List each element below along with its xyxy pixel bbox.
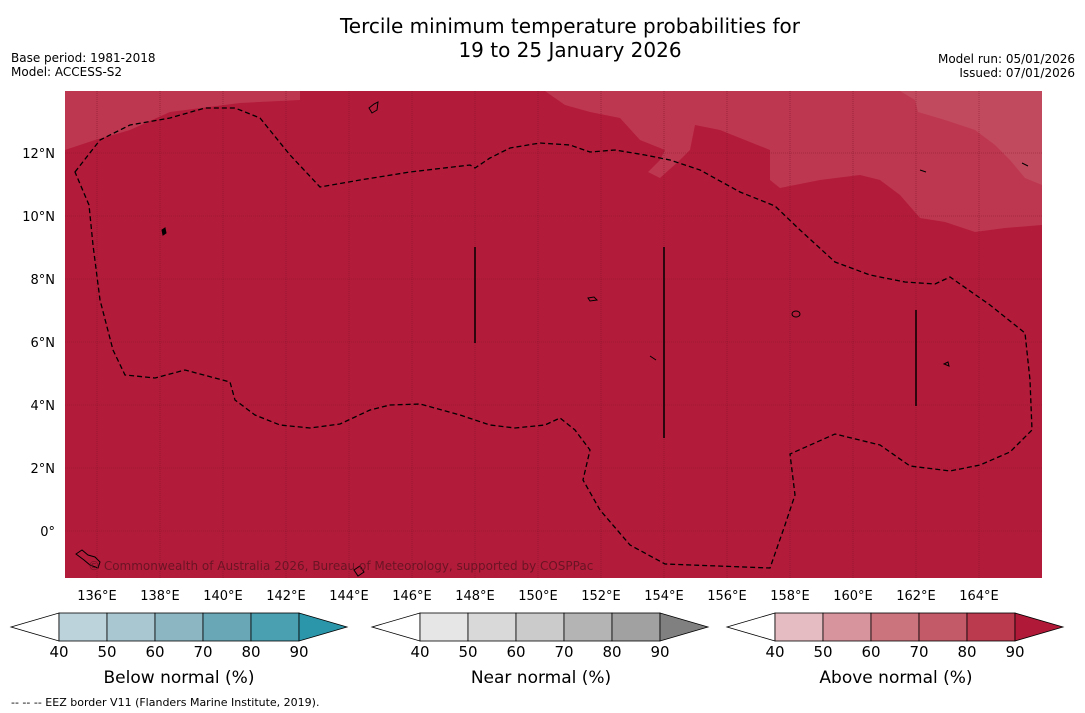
- lon-label: 140°E: [203, 589, 243, 604]
- lon-label: 138°E: [140, 589, 180, 604]
- colorbar-extend-low: [370, 612, 421, 642]
- lon-label: 156°E: [707, 589, 747, 604]
- lon-label: 158°E: [770, 589, 810, 604]
- colorbar-swatch: [515, 612, 565, 642]
- colorbar-tick-label: 40: [765, 643, 785, 661]
- colorbar-label-above: Above normal (%): [819, 668, 973, 688]
- lon-label: 136°E: [77, 589, 117, 604]
- map-area: © Commonwealth of Australia 2026, Bureau…: [65, 91, 1042, 578]
- colorbar-tick-label: 60: [506, 643, 526, 661]
- colorbar-swatch: [58, 612, 108, 642]
- colorbar-tick-label: 50: [97, 643, 117, 661]
- map-credit: © Commonwealth of Australia 2026, Bureau…: [88, 559, 593, 573]
- colorbar-tick-label: 60: [145, 643, 165, 661]
- longitude-labels: 136°E 138°E 140°E 142°E 144°E 146°E 148°E 150°E…: [77, 589, 999, 604]
- colorbar-swatch: [611, 612, 661, 642]
- colorbar-label-below: Below normal (%): [103, 668, 255, 688]
- colorbar-swatch: [419, 612, 469, 642]
- probability-fill-light-east: [545, 91, 1042, 232]
- colorbar-swatch: [250, 612, 300, 642]
- meta-left: Base period: 1981-2018 Model: ACCESS-S2: [11, 51, 156, 79]
- probability-fill-lighter-east: [900, 91, 1042, 185]
- lat-label: 4°N: [31, 399, 56, 414]
- colorbar-swatch: [774, 612, 824, 642]
- colorbar-tick-label: 70: [193, 643, 213, 661]
- lon-label: 154°E: [644, 589, 684, 604]
- colorbar-tick-label: 80: [957, 643, 977, 661]
- model-run: Model run: 05/01/2026: [937, 52, 1075, 66]
- colorbar-swatch: [563, 612, 613, 642]
- probability-fill-light-west: [65, 91, 300, 150]
- lat-label: 0°: [40, 525, 55, 540]
- lon-label: 150°E: [518, 589, 558, 604]
- lon-label: 152°E: [581, 589, 621, 604]
- lat-label: 2°N: [31, 462, 56, 477]
- lat-label: 12°N: [22, 147, 55, 162]
- colorbar-extend-low: [725, 612, 776, 642]
- colorbar-tick-label: 50: [458, 643, 478, 661]
- colorbar-above-normal-swatches: [725, 612, 1065, 642]
- colorbar-extend-high: [1014, 612, 1065, 642]
- map-gridlines: [65, 91, 1042, 578]
- colorbar-label-near: Near normal (%): [470, 668, 612, 688]
- colorbar-tick-label: 80: [602, 643, 622, 661]
- colorbar-extend-low: [9, 612, 60, 642]
- lat-label: 8°N: [31, 273, 56, 288]
- colorbar-tick-label: 90: [650, 643, 670, 661]
- colorbar-swatch: [822, 612, 872, 642]
- colorbar-tick-label: 60: [861, 643, 881, 661]
- islands: [75, 101, 1029, 577]
- base-period: Base period: 1981-2018: [11, 51, 156, 65]
- lon-label: 144°E: [329, 589, 369, 604]
- colorbar-swatch: [106, 612, 156, 642]
- colorbar-swatch: [918, 612, 968, 642]
- lon-label: 148°E: [455, 589, 495, 604]
- colorbar-tick-label: 80: [241, 643, 261, 661]
- model-name: Model: ACCESS-S2: [11, 65, 123, 79]
- lat-label: 10°N: [22, 210, 55, 225]
- title-line-1: Tercile minimum temperature probabilitie…: [339, 14, 801, 38]
- lon-label: 160°E: [833, 589, 873, 604]
- meta-right: Model run: 05/01/2026 Issued: 07/01/2026: [938, 52, 1075, 80]
- issued-date: Issued: 07/01/2026: [959, 66, 1075, 80]
- colorbar-tick-label: 70: [909, 643, 929, 661]
- colorbar-extend-high: [298, 612, 349, 642]
- lat-label: 6°N: [31, 336, 56, 351]
- colorbar-below-normal-swatches: [9, 612, 349, 642]
- colorbar-swatch: [966, 612, 1016, 642]
- map-title: Tercile minimum temperature probabilitie…: [0, 14, 1085, 62]
- lon-label: 142°E: [266, 589, 306, 604]
- colorbar-tick-label: 50: [813, 643, 833, 661]
- colorbar-above-normal: [725, 612, 1065, 642]
- colorbar-tick-label: 90: [1005, 643, 1025, 661]
- lon-label: 162°E: [896, 589, 936, 604]
- colorbar-swatch: [154, 612, 204, 642]
- lon-label: 146°E: [392, 589, 432, 604]
- colorbar-tick-label: 40: [410, 643, 430, 661]
- eez-border: [74, 107, 1033, 569]
- eez-footnote: -- -- -- EEZ border V11 (Flanders Marine…: [11, 696, 320, 709]
- colorbar-tick-label: 70: [554, 643, 574, 661]
- colorbar-near-normal: [370, 612, 710, 642]
- lon-label: 164°E: [959, 589, 999, 604]
- colorbar-extend-high: [659, 612, 710, 642]
- latitude-labels: 12°N 10°N 8°N 6°N 4°N 2°N 0°: [22, 147, 55, 540]
- colorbar-swatch: [870, 612, 920, 642]
- colorbar-swatch: [202, 612, 252, 642]
- colorbar-below-normal: [9, 612, 349, 642]
- colorbar-tick-label: 40: [49, 643, 69, 661]
- colorbar-tick-label: 90: [289, 643, 309, 661]
- colorbar-near-normal-swatches: [370, 612, 710, 642]
- title-line-2: 19 to 25 January 2026: [458, 38, 682, 62]
- colorbar-swatch: [467, 612, 517, 642]
